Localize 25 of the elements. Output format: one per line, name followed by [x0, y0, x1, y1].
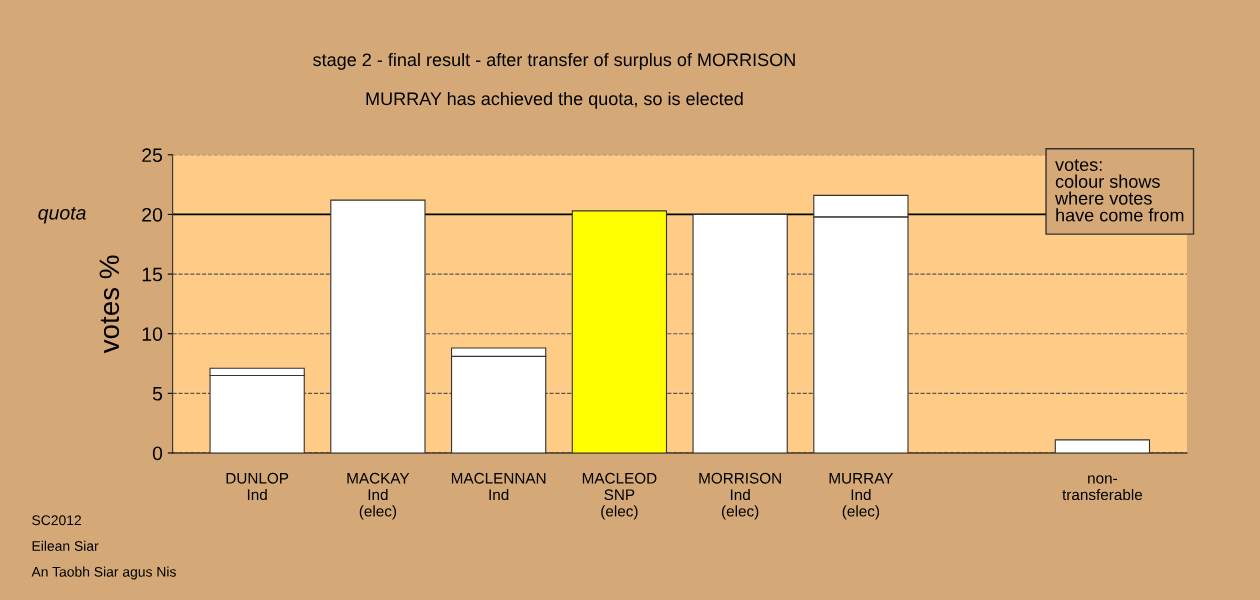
bar: [571, 210, 668, 453]
annotation: votes: colour shows where votes have come from: [1055, 159, 1184, 222]
x-tick-label: DUNLOP Ind: [226, 472, 289, 501]
x-tick-label: MORRISON Ind (elec): [699, 472, 781, 520]
bar: [1054, 439, 1151, 453]
chart-title: stage 2 - final result - after transfer of surplus of MORRISON: [313, 52, 795, 70]
x-tick-label: MACKAY Ind (elec): [347, 472, 410, 520]
text: SC2012: [32, 515, 81, 526]
y-tick-label: 0: [152, 446, 163, 461]
text: An Taobh Siar agus Nis: [31, 566, 176, 580]
x-tick-label: MACLENNAN Ind: [451, 472, 546, 501]
y-tick-label: 25: [142, 148, 163, 163]
y-tick-label: 5: [152, 387, 163, 401]
x-tick-label: MURRAY Ind (elec): [829, 473, 894, 520]
bar: [330, 199, 426, 453]
y-tick-label: 10: [142, 327, 163, 341]
chart-subtitle: MURRAY has achieved the quota, so is elected: [366, 91, 743, 109]
x-tick-label: MACLEOD SNP (elec): [582, 472, 657, 520]
y-axis-title: votes %: [99, 255, 120, 354]
bar: [692, 213, 788, 453]
text: Eilean Siar: [32, 540, 99, 551]
ref-line-label: quota: [38, 206, 86, 224]
x-tick-label: non- transferable: [1062, 475, 1143, 501]
y-tick-label: 15: [142, 267, 163, 282]
y-tick-label: 20: [142, 207, 163, 222]
